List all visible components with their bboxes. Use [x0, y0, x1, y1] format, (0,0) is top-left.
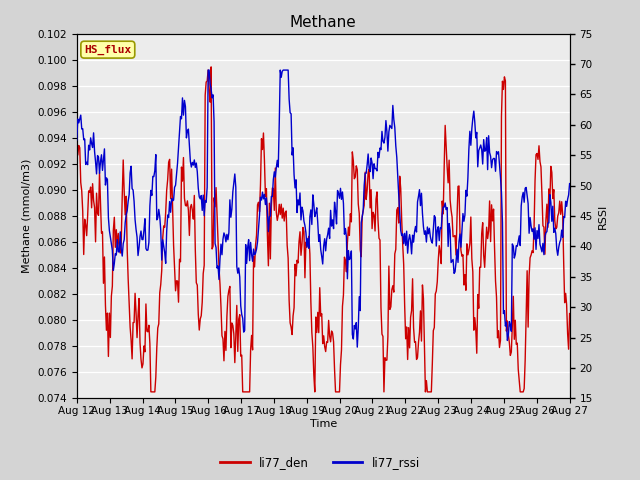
Legend: li77_den, li77_rssi: li77_den, li77_rssi: [216, 452, 424, 474]
Title: Methane: Methane: [290, 15, 356, 30]
Y-axis label: RSSI: RSSI: [598, 204, 608, 228]
X-axis label: Time: Time: [310, 419, 337, 429]
Text: HS_flux: HS_flux: [84, 45, 131, 55]
Y-axis label: Methane (mmol/m3): Methane (mmol/m3): [22, 159, 32, 273]
